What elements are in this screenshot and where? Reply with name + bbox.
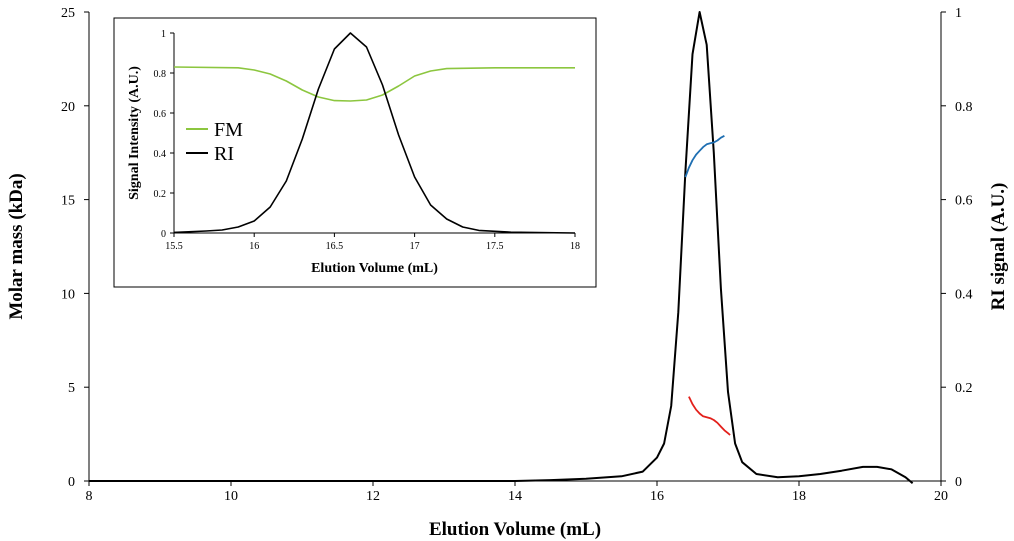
- main-series-line-0: [89, 11, 914, 485]
- inset-chart: 15.5 16 16.5 17 17.5 18 0 0.2 0.4 0.6 0.8 1 Elution …: [127, 29, 580, 276]
- main-y-tick-label: 5: [68, 381, 75, 396]
- main-x-tick-label: 12: [366, 489, 380, 504]
- main-x-tick-label: 20: [934, 489, 948, 504]
- main-y-tick-label: 25: [61, 6, 75, 21]
- main-x-tick-label: 8: [86, 489, 93, 504]
- inset-y-tick-label: 0.6: [154, 109, 167, 120]
- inset-x-tick-label: 17: [410, 241, 420, 252]
- inset-y-tick-label: 0.8: [154, 69, 167, 80]
- main-x-tick-label: 10: [224, 489, 238, 504]
- inset-y-tick-label: 0.4: [154, 149, 167, 160]
- main-y-axis-title: Molar mass (kDa): [6, 173, 27, 319]
- main-x-tick-label: 16: [650, 489, 664, 504]
- main-y2-tick-label: 0.6: [955, 194, 973, 209]
- main-y2-tick-label: 0.4: [955, 287, 973, 302]
- main-y2-tick-label: 0.2: [955, 381, 973, 396]
- inset-y-tick-label: 0.2: [154, 189, 167, 200]
- inset-y-axis-title: Signal Intensity (A.U.): [127, 66, 142, 200]
- main-y2-tick-label: 0.8: [955, 100, 973, 115]
- main-series-line-1: [684, 135, 725, 178]
- inset-x-tick-label: 16.5: [326, 241, 344, 252]
- inset-x-tick-label: 16: [249, 241, 259, 252]
- inset-y-tick-label: 1: [161, 29, 166, 40]
- main-chart: 8 10 12 14 16 18 20051015202500.20.40.60.81Elu…: [6, 6, 1009, 540]
- main-y2-tick-label: 1: [955, 6, 962, 21]
- inset-x-tick-label: 17.5: [486, 241, 504, 252]
- main-y-tick-label: 0: [68, 475, 75, 490]
- inset-x-tick-label: 15.5: [165, 241, 183, 252]
- main-y-tick-label: 15: [61, 194, 75, 209]
- legend-label-0: FM: [214, 119, 243, 141]
- main-series-line-2: [688, 396, 731, 436]
- inset-x-tick-label: 18: [570, 241, 580, 252]
- inset-series-line-0: [173, 66, 575, 102]
- main-x-axis-title: Elution Volume (mL): [429, 519, 601, 540]
- inset-y-tick-label: 0: [161, 229, 166, 240]
- inset-series-line-1: [173, 32, 576, 234]
- main-y2-axis-title: RI signal (A.U.): [988, 183, 1009, 311]
- inset-x-axis-title: Elution Volume (mL): [311, 261, 438, 276]
- legend-label-1: RI: [214, 143, 234, 165]
- main-x-tick-label: 14: [508, 489, 522, 504]
- main-y-tick-label: 20: [61, 100, 75, 115]
- main-y-tick-label: 10: [61, 287, 75, 302]
- main-x-tick-label: 18: [792, 489, 806, 504]
- main-y2-tick-label: 0: [955, 475, 962, 490]
